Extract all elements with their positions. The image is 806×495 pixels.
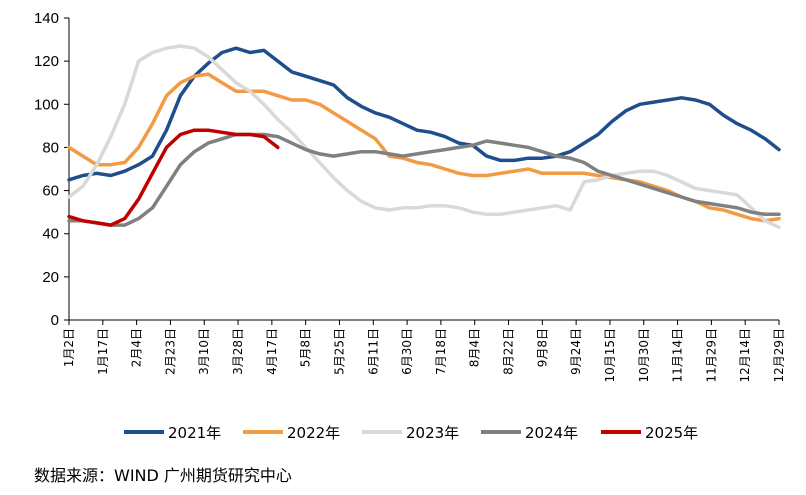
legend-label: 2023年 [406,424,459,442]
x-tick-label: 2月23日 [163,328,177,375]
source-note: 数据来源：WIND 广州期货研究中心 [34,466,292,485]
x-tick-label: 9月24日 [569,328,583,375]
x-tick-label: 1月17日 [96,328,110,375]
series-line-2024年 [67,132,781,227]
y-tick-label: 120 [34,53,59,70]
x-tick-label: 6月30日 [400,328,414,375]
x-tick-label: 10月30日 [637,328,651,383]
x-tick-label: 2月4日 [130,328,144,367]
legend-label: 2022年 [287,424,340,442]
x-tick-label: 9月8日 [535,328,549,367]
series-line-2023年 [67,44,781,229]
x-tick-label: 5月25日 [332,328,346,375]
x-tick-label: 12月29日 [772,328,786,383]
x-tick-label: 11月14日 [671,328,685,383]
legend-label: 2021年 [168,424,221,442]
y-tick-label: 100 [34,96,59,113]
series-line-2021年 [67,46,781,182]
y-tick-label: 0 [51,312,59,329]
x-tick-label: 1月2日 [62,328,76,367]
x-tick-label: 4月17日 [265,328,279,375]
x-tick-label: 8月4日 [468,328,482,367]
legend: 2021年 2022年 2023年 2024年 2025年 [124,424,698,442]
y-tick-label: 60 [42,183,59,200]
series-line-2022年 [67,72,781,223]
y-tick-label: 80 [42,139,59,156]
series-line-2025年 [67,128,280,227]
x-tick-label: 12月14日 [738,328,752,383]
x-tick-label: 10月15日 [603,328,617,383]
y-tick-label: 20 [42,269,59,286]
y-tick-label: 140 [34,10,59,27]
y-axis: 0 20 40 60 80 100 120 140 [34,10,70,329]
legend-label: 2025年 [645,424,698,442]
legend-label: 2024年 [525,424,578,442]
x-axis: 1月2日 1月17日 2月4日 2月23日 3月10日 3月28日 4月17日 5月8日 5月2… [62,319,786,383]
x-tick-label: 6月11日 [366,328,380,375]
x-tick-label: 3月10日 [197,328,211,375]
x-tick-label: 3月28日 [231,328,245,375]
x-tick-label: 8月22日 [502,328,516,375]
y-tick-label: 40 [42,226,59,243]
x-tick-label: 11月29日 [704,328,718,383]
x-tick-label: 5月8日 [299,328,313,367]
x-tick-label: 7月18日 [434,328,448,375]
series-lines [67,44,781,229]
